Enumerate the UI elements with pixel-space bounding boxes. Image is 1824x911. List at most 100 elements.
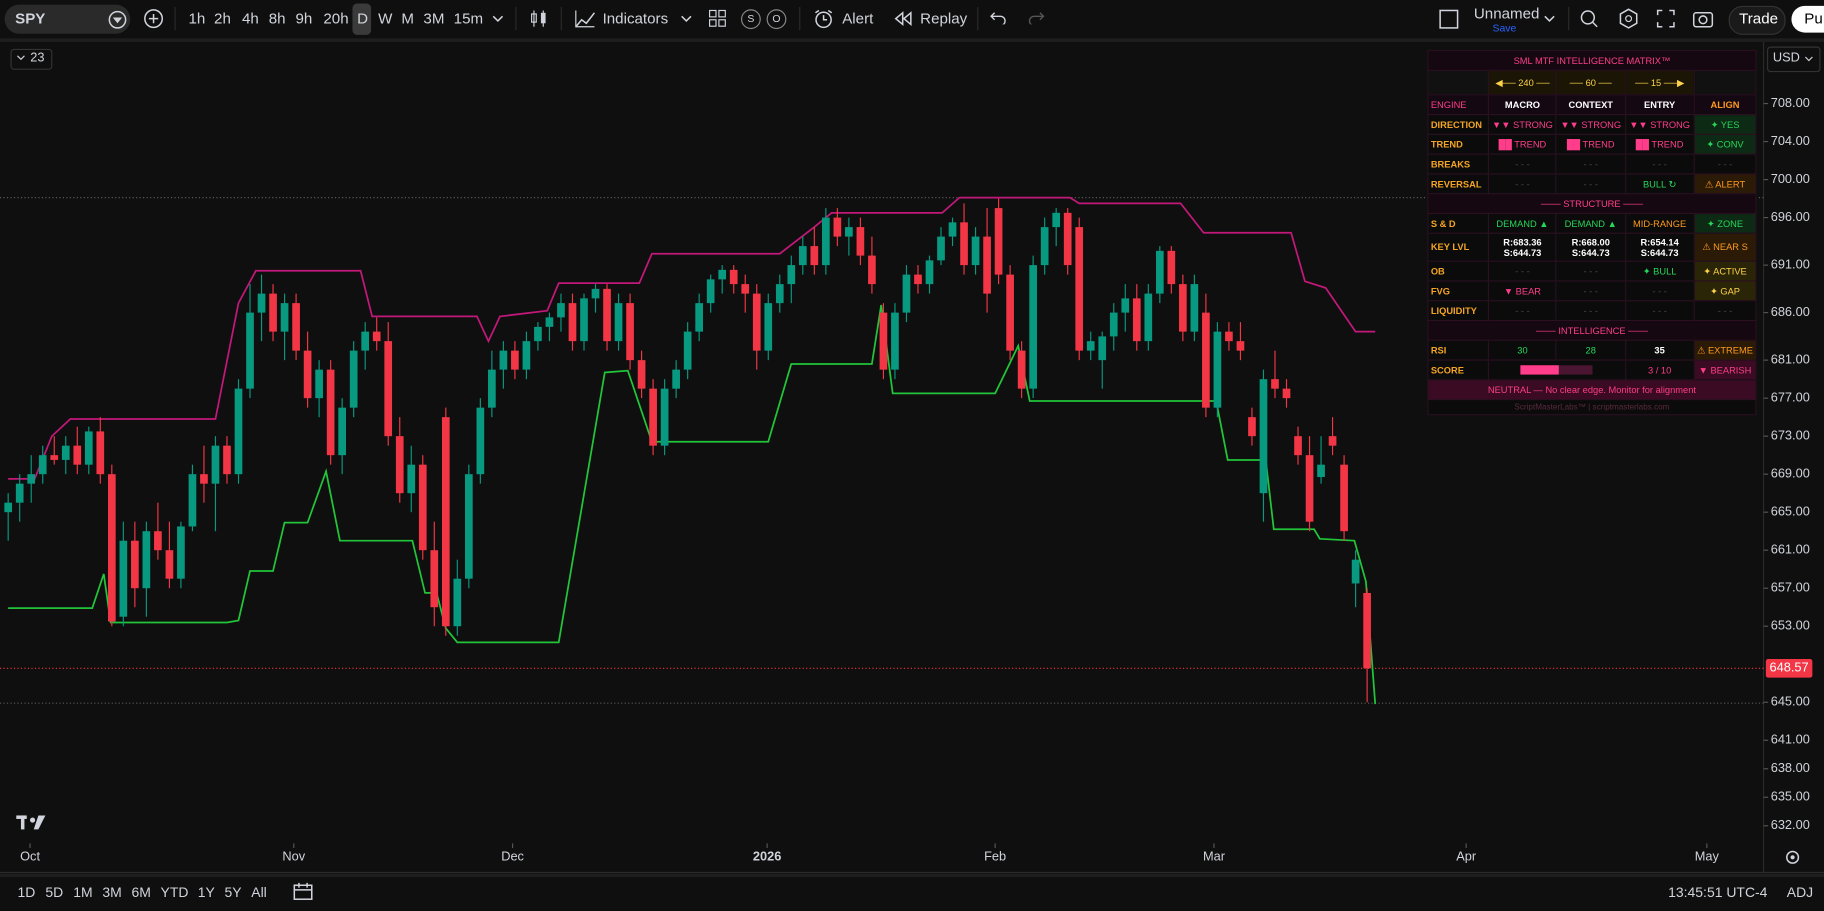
- legend-count[interactable]: 23: [30, 51, 45, 66]
- interval[interactable]: 8h: [268, 9, 286, 27]
- alert[interactable]: Alert: [842, 9, 874, 27]
- compare-button[interactable]: [143, 8, 164, 29]
- row-label: OB: [1427, 260, 1490, 282]
- candle-body: [395, 436, 404, 494]
- candle-body: [1144, 293, 1153, 342]
- redo[interactable]: [1028, 10, 1045, 25]
- symbol[interactable]: SPY: [15, 9, 46, 27]
- candle-body: [165, 550, 174, 579]
- row-label: SCORE: [1427, 359, 1490, 381]
- range[interactable]: 1Y: [197, 884, 215, 901]
- cell: - - -: [1488, 173, 1557, 195]
- templates-icon[interactable]: [708, 9, 727, 28]
- indicators[interactable]: Indicators: [602, 9, 669, 27]
- y-tick-label: 708.00: [1771, 95, 1810, 110]
- layout-menu[interactable]: [1544, 13, 1556, 25]
- cell: [1427, 69, 1490, 96]
- currency-button[interactable]: [1767, 46, 1821, 73]
- indicators-menu[interactable]: [681, 13, 693, 25]
- interval[interactable]: 9h: [295, 9, 313, 27]
- last-price-tag: [1765, 659, 1813, 678]
- chart-type[interactable]: [528, 8, 549, 29]
- save[interactable]: Save: [1492, 22, 1517, 34]
- interval[interactable]: 3M: [423, 9, 445, 27]
- candle-body: [810, 246, 819, 266]
- publish-button[interactable]: [1791, 5, 1824, 33]
- top-toolbar: SPY 1h 2h 4h 8h 9h 20h D W M 3M 15m Indi…: [0, 0, 1824, 42]
- candle-body: [695, 303, 704, 332]
- symbol-icon[interactable]: [107, 9, 128, 30]
- candle-body: [27, 474, 36, 484]
- candle-body: [1063, 212, 1072, 266]
- y-tick-label: 638.00: [1771, 760, 1810, 775]
- publish[interactable]: Pu: [1804, 9, 1823, 27]
- interval[interactable]: 4h: [241, 9, 259, 27]
- fullscreen[interactable]: [1656, 9, 1675, 28]
- range[interactable]: 3M: [102, 884, 122, 901]
- interval[interactable]: W: [378, 9, 393, 27]
- date-range-icon[interactable]: [293, 882, 314, 901]
- trade[interactable]: Trade: [1739, 9, 1779, 27]
- cell: ██ TREND: [1488, 133, 1557, 155]
- interval[interactable]: M: [401, 9, 414, 27]
- range[interactable]: 6M: [131, 884, 151, 901]
- candle-body: [1248, 417, 1256, 437]
- replay[interactable]: Replay: [920, 9, 968, 27]
- range[interactable]: YTD: [160, 884, 189, 901]
- range[interactable]: 5D: [45, 884, 64, 901]
- x-tick-label: Apr: [1456, 849, 1477, 864]
- candle-body: [764, 303, 773, 351]
- undo[interactable]: [990, 10, 1006, 25]
- snapshot[interactable]: [1692, 9, 1714, 28]
- trade-button[interactable]: [1728, 5, 1786, 35]
- candle-body: [534, 326, 542, 342]
- cell: - - -: [1555, 300, 1626, 322]
- x-tick-label: Oct: [20, 849, 40, 864]
- alert-icon[interactable]: [813, 8, 834, 29]
- interval[interactable]: 15m: [453, 9, 484, 27]
- range[interactable]: 1D: [17, 884, 36, 901]
- layout-name[interactable]: Unnamed: [1473, 4, 1540, 23]
- support: S:644.73: [1640, 247, 1679, 258]
- candle-body: [1213, 331, 1222, 408]
- range[interactable]: All: [251, 884, 267, 901]
- upper-band: [8, 196, 1376, 480]
- interval[interactable]: 20h: [323, 9, 349, 27]
- layout-icon[interactable]: [1439, 9, 1459, 29]
- legend-toggle[interactable]: [10, 48, 53, 70]
- badge[interactable]: O: [766, 9, 787, 30]
- adjust[interactable]: ADJ: [1786, 884, 1814, 901]
- candle-body: [1351, 559, 1360, 584]
- cell: - - -: [1488, 260, 1557, 282]
- y-tick-label: 673.00: [1771, 428, 1810, 443]
- legend-chevron[interactable]: [16, 54, 25, 63]
- candle-body: [407, 464, 416, 494]
- range[interactable]: 5Y: [224, 884, 242, 901]
- replay-icon[interactable]: [893, 10, 912, 27]
- y-tick-label: 704.00: [1771, 133, 1810, 148]
- row-label: S & D: [1427, 212, 1490, 234]
- interval-menu[interactable]: [492, 13, 504, 25]
- settings-icon[interactable]: [1786, 850, 1800, 864]
- candle-body: [879, 312, 888, 370]
- candle-body: [50, 455, 59, 460]
- indicators-icon[interactable]: [573, 8, 596, 29]
- interval[interactable]: 1h: [188, 9, 206, 27]
- x-tick-label: 2026: [753, 849, 781, 864]
- candle-body: [994, 208, 1003, 275]
- currency-chevron[interactable]: [1804, 55, 1813, 64]
- candle-body: [349, 350, 358, 408]
- candle-body: [326, 369, 335, 456]
- cell: MID-RANGE: [1624, 212, 1695, 234]
- cell: - - -: [1555, 173, 1626, 195]
- quick-search[interactable]: [1579, 8, 1600, 29]
- settings[interactable]: [1618, 8, 1639, 29]
- candle-body: [925, 260, 934, 285]
- range[interactable]: 1M: [73, 884, 93, 901]
- currency[interactable]: USD: [1772, 51, 1800, 66]
- badge[interactable]: S: [741, 9, 761, 30]
- interval[interactable]: D: [357, 9, 369, 27]
- candle-body: [453, 578, 462, 627]
- interval[interactable]: 2h: [214, 9, 231, 27]
